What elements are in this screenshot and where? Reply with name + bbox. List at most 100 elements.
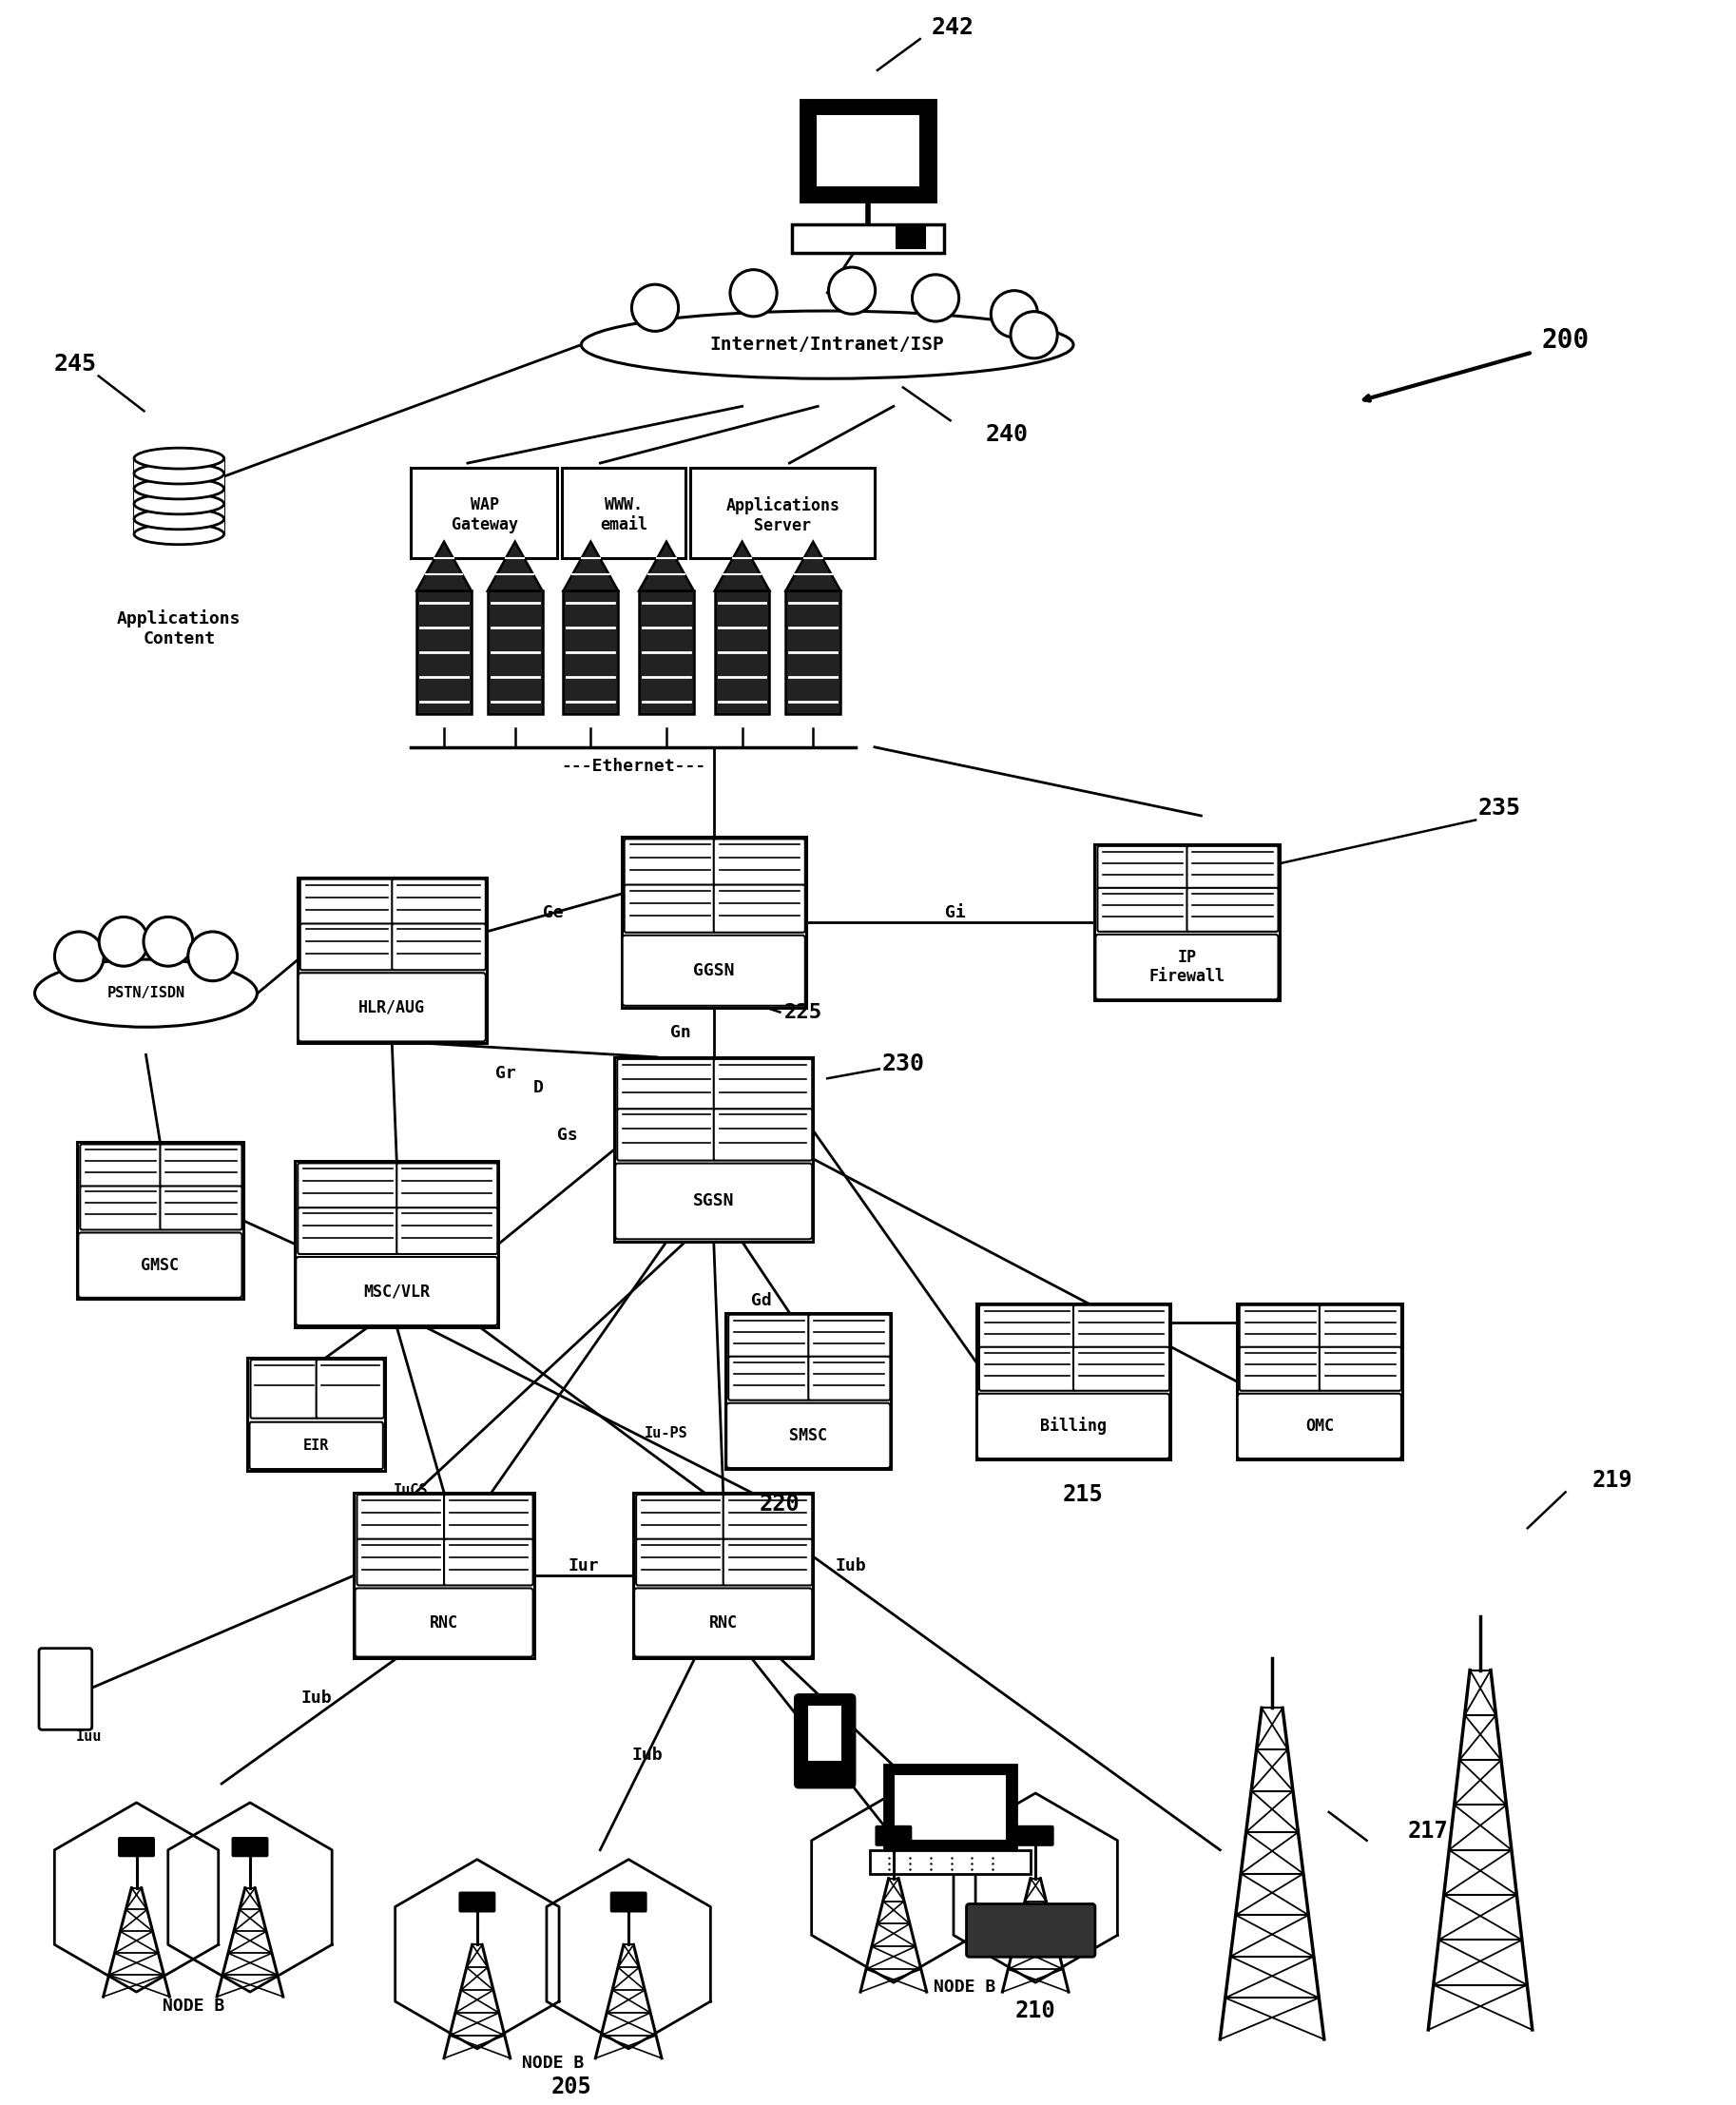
Text: 245: 245 <box>54 352 95 375</box>
FancyBboxPatch shape <box>160 1145 241 1187</box>
FancyBboxPatch shape <box>611 1892 646 1911</box>
Text: 235: 235 <box>1477 798 1521 821</box>
Text: D: D <box>533 1080 543 1097</box>
FancyBboxPatch shape <box>979 1305 1075 1349</box>
FancyBboxPatch shape <box>625 840 715 886</box>
FancyBboxPatch shape <box>877 1827 911 1846</box>
FancyBboxPatch shape <box>816 114 920 187</box>
Text: MSC/VLR: MSC/VLR <box>363 1282 431 1299</box>
Text: 220: 220 <box>760 1492 800 1516</box>
Text: SGSN: SGSN <box>693 1194 734 1210</box>
FancyBboxPatch shape <box>398 1208 498 1255</box>
Ellipse shape <box>134 478 224 499</box>
FancyBboxPatch shape <box>392 924 486 970</box>
FancyBboxPatch shape <box>248 1358 385 1471</box>
Text: EIR: EIR <box>304 1438 330 1452</box>
Text: GGSN: GGSN <box>693 962 734 979</box>
FancyBboxPatch shape <box>417 592 472 714</box>
FancyBboxPatch shape <box>792 223 944 253</box>
Text: ---Ethernet---: ---Ethernet--- <box>561 758 705 775</box>
FancyBboxPatch shape <box>134 459 224 474</box>
Circle shape <box>144 918 193 966</box>
Text: IuCS: IuCS <box>394 1484 429 1497</box>
FancyBboxPatch shape <box>1319 1347 1401 1391</box>
Text: Gd: Gd <box>750 1292 771 1309</box>
Text: Iub: Iub <box>632 1747 663 1764</box>
FancyBboxPatch shape <box>979 1347 1075 1391</box>
FancyBboxPatch shape <box>724 1495 812 1541</box>
Circle shape <box>632 284 679 330</box>
FancyBboxPatch shape <box>615 1057 812 1242</box>
FancyBboxPatch shape <box>562 592 618 714</box>
Text: Gs: Gs <box>557 1126 578 1143</box>
FancyBboxPatch shape <box>635 1495 726 1541</box>
FancyBboxPatch shape <box>392 880 486 926</box>
Text: Gr: Gr <box>495 1065 516 1082</box>
FancyBboxPatch shape <box>134 503 224 520</box>
FancyBboxPatch shape <box>618 1109 715 1160</box>
FancyBboxPatch shape <box>894 1775 1007 1840</box>
Text: 225: 225 <box>785 1002 823 1021</box>
FancyBboxPatch shape <box>80 1185 161 1229</box>
Ellipse shape <box>35 960 257 1027</box>
FancyBboxPatch shape <box>727 1404 891 1467</box>
Text: Gn: Gn <box>670 1023 691 1040</box>
Polygon shape <box>562 541 618 592</box>
Circle shape <box>99 918 148 966</box>
FancyBboxPatch shape <box>297 878 486 1042</box>
FancyBboxPatch shape <box>316 1360 384 1419</box>
Polygon shape <box>488 541 542 592</box>
Text: Iu-PS: Iu-PS <box>644 1427 687 1440</box>
FancyBboxPatch shape <box>460 1892 495 1911</box>
FancyBboxPatch shape <box>691 467 875 558</box>
Text: Iur: Iur <box>568 1558 599 1575</box>
FancyBboxPatch shape <box>488 592 542 714</box>
FancyBboxPatch shape <box>621 838 806 1008</box>
FancyBboxPatch shape <box>1187 888 1278 933</box>
Circle shape <box>911 274 958 322</box>
Text: 242: 242 <box>932 17 974 40</box>
FancyBboxPatch shape <box>625 884 715 933</box>
FancyBboxPatch shape <box>729 1316 811 1358</box>
FancyBboxPatch shape <box>444 1539 533 1585</box>
Text: OMC: OMC <box>1305 1417 1333 1436</box>
Text: RNC: RNC <box>431 1615 458 1631</box>
FancyBboxPatch shape <box>639 592 694 714</box>
FancyBboxPatch shape <box>562 467 686 558</box>
FancyBboxPatch shape <box>615 1164 812 1240</box>
FancyBboxPatch shape <box>623 935 806 1006</box>
FancyBboxPatch shape <box>809 1316 891 1358</box>
Text: WWW.
email: WWW. email <box>601 497 648 533</box>
Circle shape <box>187 933 238 981</box>
Text: 217: 217 <box>1408 1819 1448 1842</box>
FancyBboxPatch shape <box>134 520 224 535</box>
Text: Billing: Billing <box>1040 1417 1106 1436</box>
FancyBboxPatch shape <box>299 1208 399 1255</box>
Text: Ge: Ge <box>543 905 562 922</box>
Text: PSTN/ISDN: PSTN/ISDN <box>108 985 186 1000</box>
FancyBboxPatch shape <box>1095 935 1278 1000</box>
Text: NODE B: NODE B <box>934 1979 995 1996</box>
FancyBboxPatch shape <box>802 101 934 200</box>
Polygon shape <box>786 541 840 592</box>
FancyBboxPatch shape <box>1240 1347 1321 1391</box>
FancyBboxPatch shape <box>300 880 394 926</box>
FancyBboxPatch shape <box>1017 1827 1054 1846</box>
FancyBboxPatch shape <box>1097 846 1189 890</box>
FancyBboxPatch shape <box>250 1360 318 1419</box>
FancyBboxPatch shape <box>1236 1303 1403 1459</box>
FancyBboxPatch shape <box>80 1145 161 1187</box>
FancyBboxPatch shape <box>1073 1305 1170 1349</box>
FancyBboxPatch shape <box>713 1109 812 1160</box>
FancyBboxPatch shape <box>134 488 224 503</box>
FancyBboxPatch shape <box>354 1492 535 1659</box>
Circle shape <box>1010 312 1057 358</box>
Ellipse shape <box>134 493 224 514</box>
Text: IP
Firewall: IP Firewall <box>1149 949 1226 985</box>
Text: Internet/Intranet/ISP: Internet/Intranet/ISP <box>710 335 944 354</box>
Text: 240: 240 <box>986 423 1028 446</box>
FancyBboxPatch shape <box>896 227 925 248</box>
FancyBboxPatch shape <box>715 592 769 714</box>
Text: Iuu: Iuu <box>76 1728 102 1743</box>
Text: NODE B: NODE B <box>161 1998 224 2014</box>
